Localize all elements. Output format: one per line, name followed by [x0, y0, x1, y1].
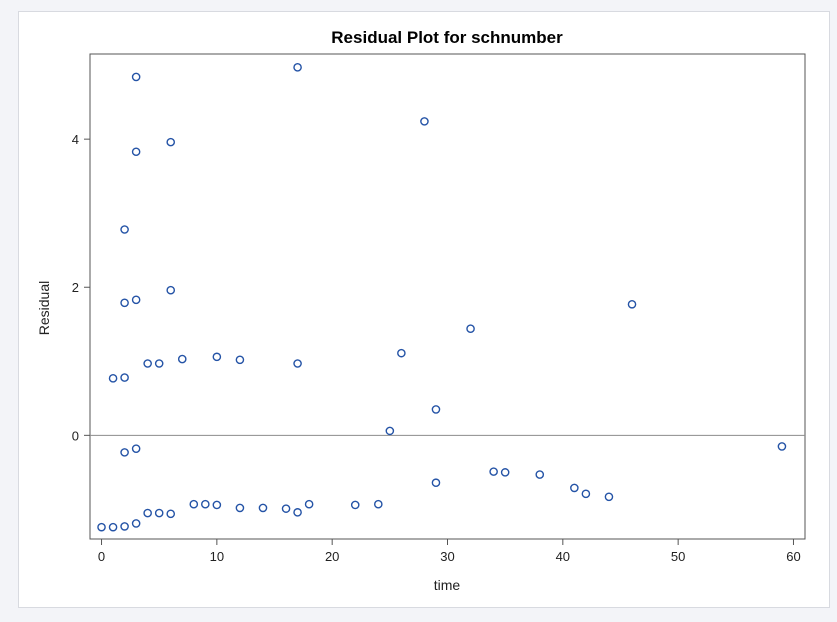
data-point	[166, 137, 176, 147]
data-point	[293, 63, 302, 72]
data-point	[201, 499, 210, 509]
data-point	[500, 468, 510, 477]
data-point	[293, 508, 302, 517]
data-point	[120, 225, 129, 234]
x-tick-label: 0	[98, 549, 105, 564]
data-point	[350, 500, 360, 510]
data-point	[627, 299, 637, 309]
data-point	[397, 348, 406, 358]
data-point	[108, 522, 118, 532]
chart-title: Residual Plot for schnumber	[331, 28, 563, 47]
data-point	[120, 522, 129, 531]
data-point	[235, 503, 245, 513]
data-point	[166, 509, 176, 519]
data-point	[177, 354, 187, 364]
data-point	[120, 448, 129, 457]
data-point	[235, 355, 245, 365]
data-point	[258, 503, 268, 513]
data-point	[581, 489, 591, 499]
data-point	[120, 298, 129, 308]
data-point	[212, 500, 222, 510]
data-point	[154, 359, 164, 368]
data-point	[385, 426, 395, 436]
y-axis-label: Residual	[36, 281, 52, 335]
y-tick-label: 0	[72, 428, 79, 443]
chart-frame: Residual Plot for schnumber Residual tim…	[18, 11, 830, 608]
data-point	[777, 442, 787, 451]
data-point	[131, 519, 141, 528]
data-point	[304, 499, 314, 509]
plot-area: 0 10 20 30 40 50 60 0 2 4	[72, 53, 806, 564]
data-point	[535, 470, 545, 479]
data-point	[131, 147, 141, 157]
plot-border	[89, 53, 806, 540]
data-point	[374, 499, 383, 509]
x-tick-label: 20	[325, 549, 339, 564]
data-point	[120, 373, 129, 382]
data-point	[131, 444, 141, 453]
data-point	[166, 285, 176, 295]
data-point	[108, 374, 118, 383]
data-point	[293, 359, 302, 368]
x-tick-label: 60	[786, 549, 800, 564]
data-point	[281, 504, 291, 513]
data-point	[570, 483, 579, 493]
data-point	[143, 508, 152, 518]
data-point	[420, 117, 429, 126]
data-point	[431, 478, 441, 488]
data-point	[143, 359, 152, 368]
x-tick-label: 40	[556, 549, 570, 564]
data-point	[466, 324, 475, 334]
data-point	[189, 499, 199, 509]
y-tick-label: 2	[72, 280, 79, 295]
data-point	[131, 72, 141, 82]
data-point	[604, 492, 614, 502]
data-point	[131, 295, 141, 305]
x-tick-label: 30	[440, 549, 454, 564]
data-point	[154, 508, 164, 518]
x-tick-label: 50	[671, 549, 685, 564]
data-point	[431, 405, 441, 414]
y-tick-label: 4	[72, 132, 79, 147]
x-tick-label: 10	[210, 549, 224, 564]
data-point	[489, 467, 498, 476]
data-point	[97, 522, 106, 532]
residual-scatter-chart: Residual Plot for schnumber Residual tim…	[36, 28, 806, 593]
x-axis-label: time	[434, 577, 461, 593]
data-point	[212, 352, 222, 362]
